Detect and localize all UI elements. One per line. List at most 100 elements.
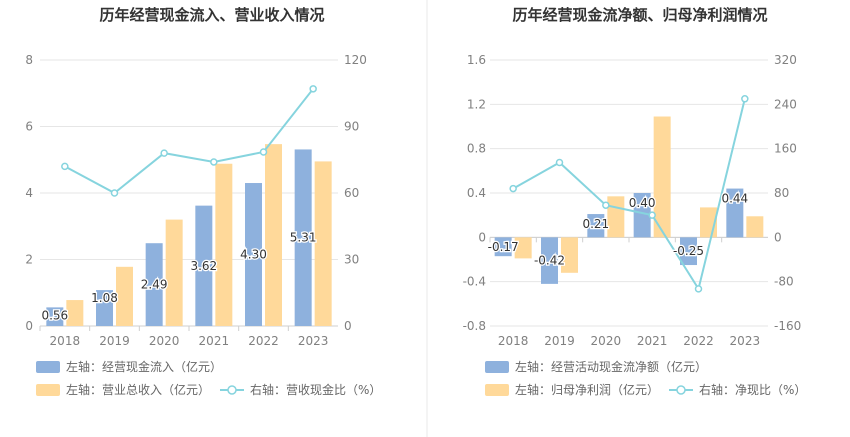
bar-primary [96, 290, 113, 326]
line-point [648, 211, 656, 219]
category-label: 2023 [298, 334, 329, 348]
legend-swatch [485, 384, 509, 396]
legend-label: 左轴：归母净利润（亿元） [515, 382, 659, 397]
legend-label: 右轴：营收现金比（%） [250, 382, 381, 397]
legend-item: 左轴：经营活动现金流净额（亿元） [485, 359, 707, 374]
bar-secondary [561, 237, 578, 273]
bar-primary [46, 307, 64, 326]
legend-swatch [36, 361, 60, 373]
category-label: 2023 [730, 334, 761, 348]
left-axis-tick-label: 6 [25, 120, 33, 134]
bar-secondary [314, 161, 332, 326]
legend-label: 左轴：经营活动现金流净额（亿元） [515, 359, 707, 374]
right-axis-tick-label: 80 [774, 186, 789, 200]
right-axis-tick-label: 60 [344, 186, 359, 200]
line-point [110, 189, 119, 197]
bar-data-label: 0.56 [41, 308, 68, 322]
left-axis-tick-label: 8 [25, 53, 33, 67]
category-label: 2018 [50, 334, 81, 348]
bar-secondary [116, 266, 133, 326]
right-axis-tick-label: 240 [774, 97, 797, 111]
bar-secondary [215, 163, 233, 326]
category-label: 2018 [498, 334, 529, 348]
right-axis-tick-label: 30 [344, 253, 359, 267]
legend-swatch [485, 361, 509, 373]
right-axis-tick-label: -160 [774, 319, 801, 333]
bar-primary [587, 214, 605, 238]
bar-data-label: -0.25 [673, 244, 704, 258]
legend-item: 左轴：营业总收入（亿元） [36, 382, 210, 397]
left-axis-tick-label: 0.4 [467, 186, 486, 200]
bar-secondary [746, 216, 764, 238]
bar-data-label: 5.31 [290, 231, 317, 245]
line-series [512, 98, 746, 292]
legend-swatch [36, 384, 60, 396]
left-axis-tick-label: 0.8 [467, 142, 486, 156]
bar-data-label: 0.21 [582, 217, 609, 231]
bar-data-label: -0.17 [488, 240, 519, 254]
legend-label: 左轴：经营现金流入（亿元） [66, 359, 222, 374]
left-chart: 历年经营现金流入、营业收入情况 0 2 4 6 8 0 30 60 90 120 2018 2019 20… [25, 6, 381, 397]
right-axis-tick-label: -80 [774, 275, 794, 289]
line-point [259, 148, 268, 156]
bar-data-label: 0.44 [721, 192, 748, 206]
left-axis-tick-label: -0.4 [463, 275, 486, 289]
legend-item: 左轴：经营现金流入（亿元） [36, 359, 222, 374]
bar-secondary [265, 144, 282, 326]
chart-title: 历年经营现金流入、营业收入情况 [99, 6, 324, 24]
legend-item: 左轴：归母净利润（亿元） [485, 382, 659, 397]
legend-line-marker [227, 385, 237, 395]
bar-data-label: 4.30 [240, 248, 267, 262]
bar-primary [494, 237, 512, 257]
line-point [210, 158, 218, 166]
left-axis-tick-label: 0 [25, 319, 33, 333]
line-point [61, 162, 69, 171]
left-axis-tick-label: 1.6 [467, 53, 486, 67]
category-label: 2022 [683, 334, 714, 348]
legend-item: 右轴：净现比（%） [669, 382, 806, 397]
right-axis-tick-label: 90 [344, 120, 359, 134]
left-axis-tick-label: 1.2 [467, 97, 486, 111]
bar-primary [680, 237, 697, 266]
right-axis-tick-label: 160 [774, 142, 797, 156]
left-axis-tick-label: 4 [25, 186, 33, 200]
line-point [160, 149, 168, 157]
right-axis-tick-label: 0 [344, 319, 352, 333]
bar-primary [245, 183, 262, 326]
legend-label: 右轴：净现比（%） [699, 382, 806, 397]
bar-primary [294, 149, 312, 326]
bar-data-label: 1.08 [91, 291, 118, 305]
bar-data-label: 0.40 [629, 196, 656, 210]
bar-primary [633, 193, 651, 238]
line-point [602, 201, 610, 209]
line-point [741, 95, 749, 103]
category-label: 2021 [637, 334, 668, 348]
line-point [555, 158, 564, 167]
legend-line-marker [676, 385, 686, 395]
bar-data-label: -0.42 [534, 254, 565, 268]
category-label: 2020 [591, 334, 622, 348]
category-label: 2022 [248, 334, 279, 348]
right-axis-tick-label: 120 [344, 53, 367, 67]
bar-primary [541, 237, 558, 284]
left-axis-tick-label: 2 [25, 253, 33, 267]
legend-label: 左轴：营业总收入（亿元） [66, 382, 210, 397]
bar-secondary [514, 237, 532, 259]
line-point [309, 85, 317, 93]
line-series [64, 88, 314, 195]
bar-data-label: 3.62 [190, 259, 217, 273]
bar-primary [195, 205, 213, 326]
legend-item: 右轴：营收现金比（%） [220, 382, 381, 397]
category-label: 2019 [544, 334, 575, 348]
right-axis-tick-label: 0 [774, 230, 782, 244]
bar-primary [145, 243, 163, 326]
left-axis-tick-label: 0 [478, 230, 486, 244]
bar-primary [726, 188, 744, 238]
category-label: 2020 [149, 334, 180, 348]
line-point [694, 285, 703, 293]
bar-secondary [66, 300, 84, 326]
category-label: 2021 [199, 334, 230, 348]
category-label: 2019 [99, 334, 130, 348]
bar-secondary [653, 116, 671, 238]
